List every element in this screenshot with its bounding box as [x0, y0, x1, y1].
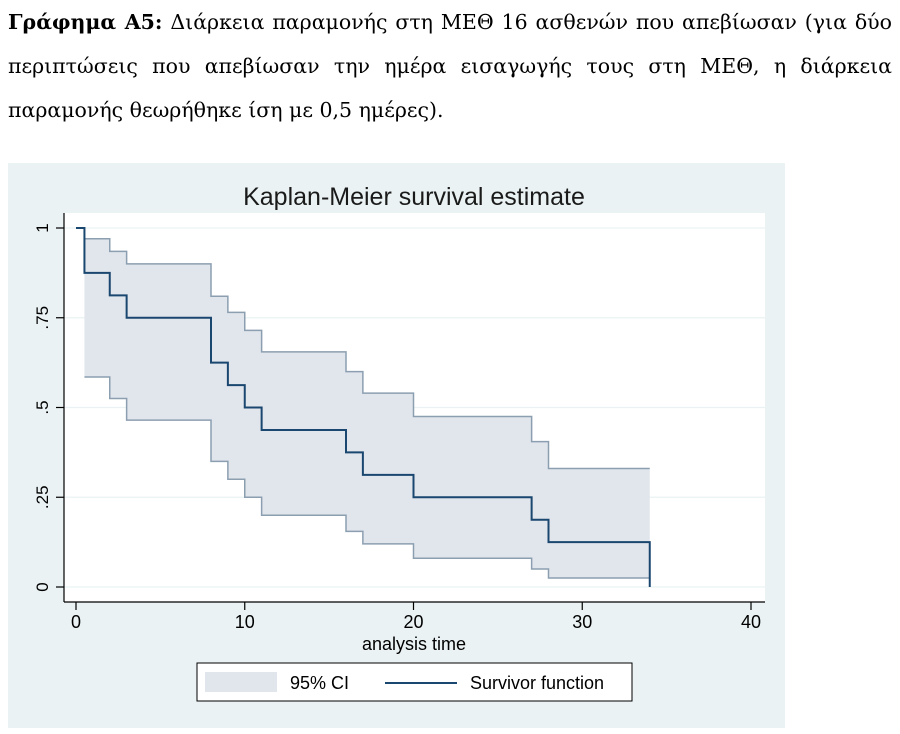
ci-upper-line: [84, 238, 650, 470]
x-axis-label: analysis time: [362, 634, 466, 654]
y-tick-label: .75: [33, 306, 52, 330]
x-tick-label: 30: [572, 612, 592, 632]
chart-title: Kaplan-Meier survival estimate: [243, 183, 585, 211]
x-tick-label: 40: [741, 612, 761, 632]
caption-text: Διάρκεια παραμονής στη ΜΕΘ 16 ασθενών πο…: [8, 10, 892, 122]
x-tick-label: 0: [71, 612, 81, 632]
legend-survivor-label: Survivor function: [470, 673, 604, 693]
survivor-line-group: [76, 227, 651, 587]
figure-caption: Γράφημα Α5: Διάρκεια παραμονής στη ΜΕΘ 1…: [8, 0, 892, 132]
y-tick-label: .25: [33, 485, 52, 509]
y-tick-label: 0: [33, 582, 52, 591]
ci-lower-line: [84, 376, 650, 579]
ci-band: [84, 238, 650, 579]
x-tick-label: 20: [403, 612, 423, 632]
legend: 95% CI Survivor function: [196, 662, 633, 702]
x-tick-label: 10: [235, 612, 255, 632]
legend-ci-label: 95% CI: [290, 673, 349, 693]
ci-band-fill: [84, 238, 650, 579]
y-tick-label: 1: [33, 223, 52, 232]
legend-ci-swatch: [205, 672, 277, 692]
caption-label: Γράφημα Α5:: [8, 10, 163, 34]
y-tick-label: .5: [33, 400, 52, 414]
survivor-function-line: [76, 227, 651, 587]
